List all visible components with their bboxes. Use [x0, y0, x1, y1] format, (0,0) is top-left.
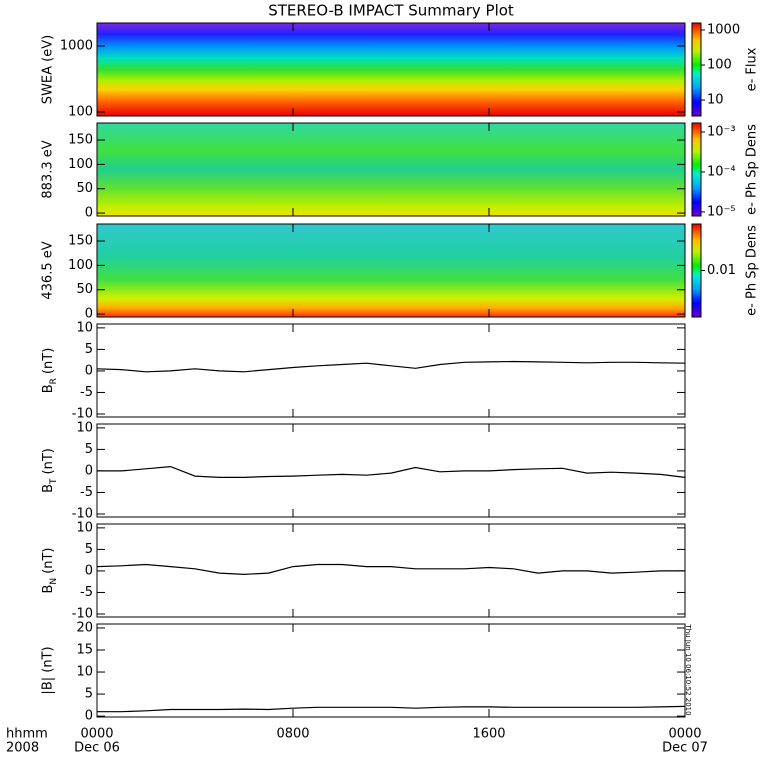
panel-frame [96, 423, 686, 518]
y-tick-label: 10 [76, 320, 93, 335]
x-tick-label: 0000 [668, 727, 701, 742]
y-axis-label-unit: (nT) [41, 348, 56, 374]
panel-frame [96, 122, 686, 217]
colorbar [691, 223, 702, 318]
y-tick-label: -10 [72, 406, 93, 421]
corner-label: 2008 [6, 741, 39, 756]
y-tick-label: 0 [85, 307, 93, 322]
y-tick-label: 10 [76, 520, 93, 535]
x-tick-label: 1600 [472, 727, 505, 742]
corner-label: hhmm [6, 727, 48, 742]
colorbar-tick-label: 10⁻⁴ [707, 164, 736, 179]
panel-frame [96, 22, 686, 117]
y-axis-label: SWEA (eV) [41, 35, 56, 104]
y-axis-label: BR (nT) [41, 348, 59, 394]
y-axis-label-sub: N [49, 578, 59, 585]
colorbar-tick-label: 1000 [707, 23, 740, 38]
y-tick-label: 5 [85, 542, 93, 557]
spectrogram [97, 123, 685, 216]
timestamp: Thu Jun 10 06:10:52 2010 [684, 623, 692, 715]
colorbar-tick-label: 10⁻³ [707, 125, 736, 140]
colorbar [691, 122, 702, 217]
y-tick-label: 100 [68, 157, 93, 172]
chart-title: STEREO-B IMPACT Summary Plot [268, 2, 514, 20]
y-tick-label: 5 [85, 342, 93, 357]
panel-frame [96, 623, 686, 718]
spectrogram [97, 23, 685, 116]
y-tick-label: 10 [76, 665, 93, 680]
colorbar-label: e- Ph Sp Dens [745, 225, 760, 316]
line-series [97, 465, 686, 478]
colorbar-tick-label: 100 [707, 58, 732, 73]
y-tick-label: -10 [72, 606, 93, 621]
date-label: Dec 06 [74, 741, 120, 756]
spectrogram [97, 224, 685, 317]
panel-frame [96, 523, 686, 618]
y-tick-label: 1000 [60, 38, 93, 53]
colorbar-label: e- Flux [745, 47, 760, 91]
y-axis-label: |B| (nT) [41, 646, 56, 694]
y-axis-label-unit: (nT) [41, 448, 56, 474]
y-tick-label: 50 [76, 282, 93, 297]
date-label: Dec 07 [662, 741, 708, 756]
line-series [97, 705, 686, 713]
y-axis-label: 436.5 eV [41, 241, 56, 299]
y-axis-label-main: B [41, 484, 56, 493]
y-tick-label: -10 [72, 506, 93, 521]
y-tick-label: 20 [76, 620, 93, 635]
y-tick-label: 0 [85, 709, 93, 724]
y-tick-label: 0 [85, 206, 93, 221]
colorbar-tick-label: 10⁻⁵ [707, 204, 736, 219]
y-tick-label: 50 [76, 181, 93, 196]
y-tick-label: 150 [68, 133, 93, 148]
y-axis-label: BT (nT) [41, 448, 59, 493]
colorbar [691, 22, 702, 117]
y-axis-label-main: B [41, 585, 56, 594]
line-series [96, 563, 685, 576]
y-tick-label: 10 [76, 420, 93, 435]
y-tick-label: 0 [85, 563, 93, 578]
y-tick-label: 100 [68, 105, 93, 120]
y-axis-label-unit: (nT) [41, 548, 56, 574]
colorbar-label: e- Ph Sp Dens [745, 124, 760, 215]
y-tick-label: -5 [80, 385, 93, 400]
y-axis-label-sub: T [49, 478, 59, 485]
y-axis-label: 883.3 eV [41, 140, 56, 198]
panel-frame [96, 323, 686, 418]
colorbar-tick-label: 10 [707, 93, 724, 108]
x-tick-label: 0800 [276, 727, 309, 742]
y-tick-label: 5 [85, 442, 93, 457]
y-tick-label: 150 [68, 234, 93, 249]
y-axis-label-main: B [41, 384, 56, 393]
panel-frame [96, 223, 686, 318]
y-tick-label: 100 [68, 258, 93, 273]
y-tick-label: 0 [85, 463, 93, 478]
y-axis-label: BN (nT) [41, 548, 59, 594]
y-axis-label-sub: R [49, 378, 59, 384]
colorbar-tick-label: 0.01 [707, 263, 736, 278]
y-tick-label: -5 [80, 585, 93, 600]
y-tick-label: -5 [80, 485, 93, 500]
line-series [96, 360, 686, 373]
y-tick-label: 0 [85, 363, 93, 378]
y-tick-label: 15 [76, 643, 93, 658]
y-tick-label: 5 [85, 687, 93, 702]
x-tick-label: 0000 [80, 727, 113, 742]
